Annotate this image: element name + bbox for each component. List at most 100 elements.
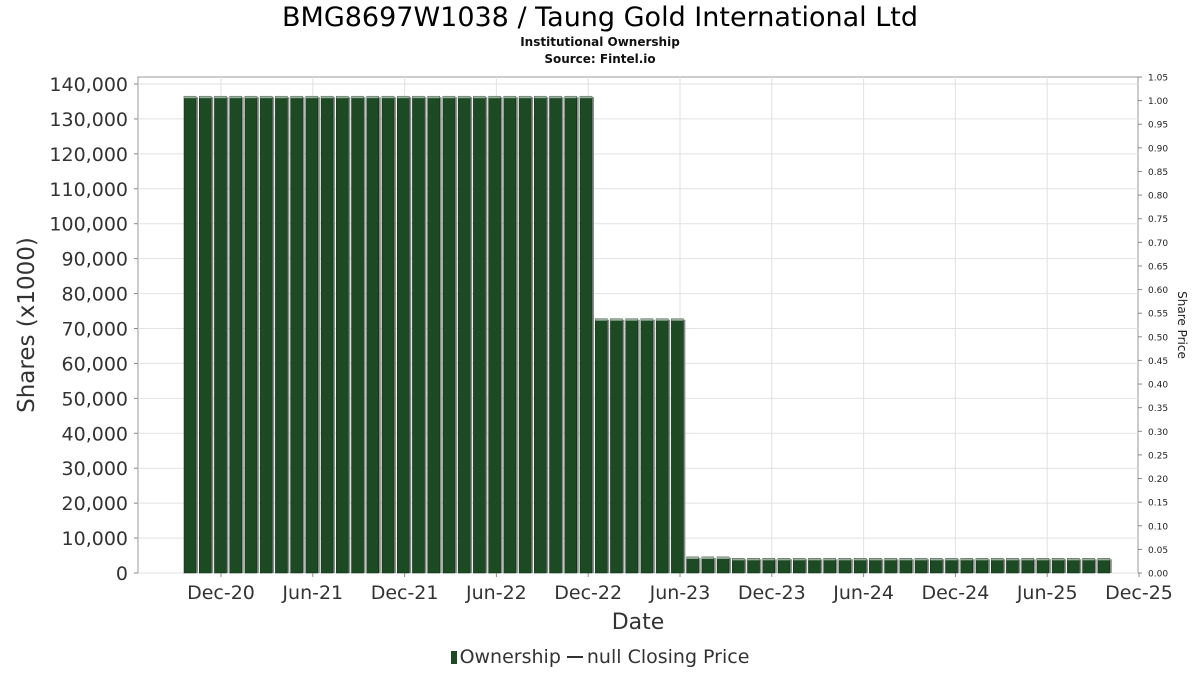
ownership-bar	[823, 558, 836, 574]
y2-tick-label: 0.15	[1148, 499, 1168, 509]
x-tick-label: Dec-25	[1105, 582, 1173, 604]
ownership-bar	[671, 318, 684, 574]
ownership-bar	[853, 558, 867, 574]
y2-tick-label: 0.55	[1148, 310, 1168, 320]
x-tick-label: Dec-21	[371, 582, 439, 604]
y2-tick-label: 0.65	[1148, 262, 1168, 272]
bar-highlight	[199, 96, 212, 99]
bar-highlight	[732, 558, 745, 561]
bar-highlight	[610, 318, 623, 321]
ownership-bar	[579, 95, 593, 574]
y2-tick-label: 0.45	[1148, 357, 1168, 367]
ownership-bar	[716, 556, 730, 574]
ownership-bar	[473, 95, 486, 574]
x-tick-label: Dec-23	[738, 582, 806, 604]
bars-group	[183, 95, 1112, 574]
bar-highlight	[488, 96, 501, 99]
ownership-bar	[1067, 558, 1080, 574]
ownership-bar	[1082, 558, 1095, 574]
bar-highlight	[945, 558, 958, 561]
y-tick-label: 120,000	[49, 144, 128, 166]
bar-highlight	[564, 96, 577, 99]
bar-highlight	[762, 558, 775, 561]
bar-highlight	[899, 558, 912, 561]
y-tick-label: 30,000	[62, 458, 128, 480]
x-tick-label: Jun-25	[1016, 582, 1078, 604]
bar-highlight	[1097, 558, 1110, 561]
ownership-bar	[1006, 558, 1019, 574]
bar-highlight	[305, 96, 318, 99]
bar-highlight	[747, 558, 760, 561]
bar-highlight	[1082, 558, 1095, 561]
ownership-bar	[1097, 558, 1111, 574]
bar-highlight	[534, 96, 547, 99]
y2-tick-label: 0.70	[1148, 239, 1168, 249]
y-tick-label: 50,000	[62, 388, 128, 410]
ownership-bar	[534, 95, 547, 574]
bar-highlight	[1036, 558, 1049, 561]
y-tick-label: 140,000	[49, 74, 128, 96]
bar-highlight	[854, 558, 867, 561]
bar-highlight	[717, 556, 730, 559]
bar-highlight	[229, 96, 242, 99]
ownership-bar	[457, 95, 471, 574]
y2-tick-label: 0.10	[1148, 522, 1168, 532]
bar-highlight	[1006, 558, 1019, 561]
bar-highlight	[503, 96, 516, 99]
ownership-bar	[686, 556, 699, 574]
chart-subtitle: Institutional Ownership	[520, 35, 680, 49]
ownership-bar	[214, 95, 227, 574]
ownership-chart: 0 10,000 20,000 30,000 40,000 50,000 60,000 70,…	[14, 74, 1189, 636]
ownership-bar	[884, 558, 897, 574]
bar-highlight	[686, 556, 699, 559]
price-line-swatch	[566, 656, 583, 658]
ownership-bar	[564, 95, 577, 574]
y-tick-label: 100,000	[49, 214, 128, 236]
x-tick-label: Jun-23	[649, 582, 711, 604]
bar-highlight	[442, 96, 455, 99]
ownership-bar	[869, 558, 882, 574]
ownership-bar	[503, 95, 517, 574]
ownership-bar	[366, 95, 380, 574]
ownership-bar	[183, 95, 197, 574]
y-axis: 0 10,000 20,000 30,000 40,000 50,000 60,000 70,…	[49, 74, 138, 585]
ownership-bar	[792, 558, 806, 574]
ownership-bar	[1021, 558, 1034, 574]
chart-title: BMG8697W1038 / Taung Gold International …	[282, 2, 918, 33]
x-axis: Dec-20 Jun-21 Dec-21 Jun-22 Dec-22 Jun-23 Dec-…	[187, 573, 1173, 604]
ownership-bar	[914, 558, 928, 574]
bar-highlight	[275, 96, 288, 99]
ownership-bar	[244, 95, 258, 574]
y2-tick-label: 0.25	[1148, 451, 1168, 461]
bar-highlight	[930, 558, 943, 561]
bar-highlight	[412, 96, 425, 99]
bar-highlight	[793, 558, 806, 561]
bar-highlight	[671, 318, 684, 321]
bar-highlight	[244, 96, 257, 99]
ownership-bar	[396, 95, 410, 574]
ownership-bar	[838, 558, 852, 574]
x-axis-label: Date	[612, 610, 665, 635]
legend-price-label: null Closing Price	[586, 646, 750, 668]
bar-highlight	[701, 556, 714, 559]
ownership-bar	[777, 558, 791, 574]
ownership-bar	[381, 95, 395, 574]
y-tick-label: 10,000	[62, 528, 128, 550]
bar-highlight	[838, 558, 851, 561]
bar-highlight	[595, 318, 608, 321]
y2-tick-label: 0.85	[1148, 168, 1168, 178]
bar-highlight	[656, 318, 669, 321]
chart-source: Source: Fintel.io	[544, 52, 656, 66]
x-tick-label: Jun-21	[281, 582, 343, 604]
ownership-bar	[930, 558, 943, 574]
ownership-bar	[732, 558, 745, 574]
y2-tick-label: 1.05	[1148, 74, 1168, 84]
bar-highlight	[884, 558, 897, 561]
ownership-bar	[305, 95, 319, 574]
bar-highlight	[640, 318, 653, 321]
y-tick-label: 110,000	[49, 179, 128, 201]
y2-axis: 0.00 0.05 0.10 0.15 0.20 0.25 0.30 0.35 0.40 0.45…	[1138, 74, 1168, 580]
legend-ownership-label: Ownership	[459, 646, 561, 668]
y2-tick-label: 0.20	[1148, 475, 1168, 485]
x-tick-label: Jun-24	[832, 582, 894, 604]
